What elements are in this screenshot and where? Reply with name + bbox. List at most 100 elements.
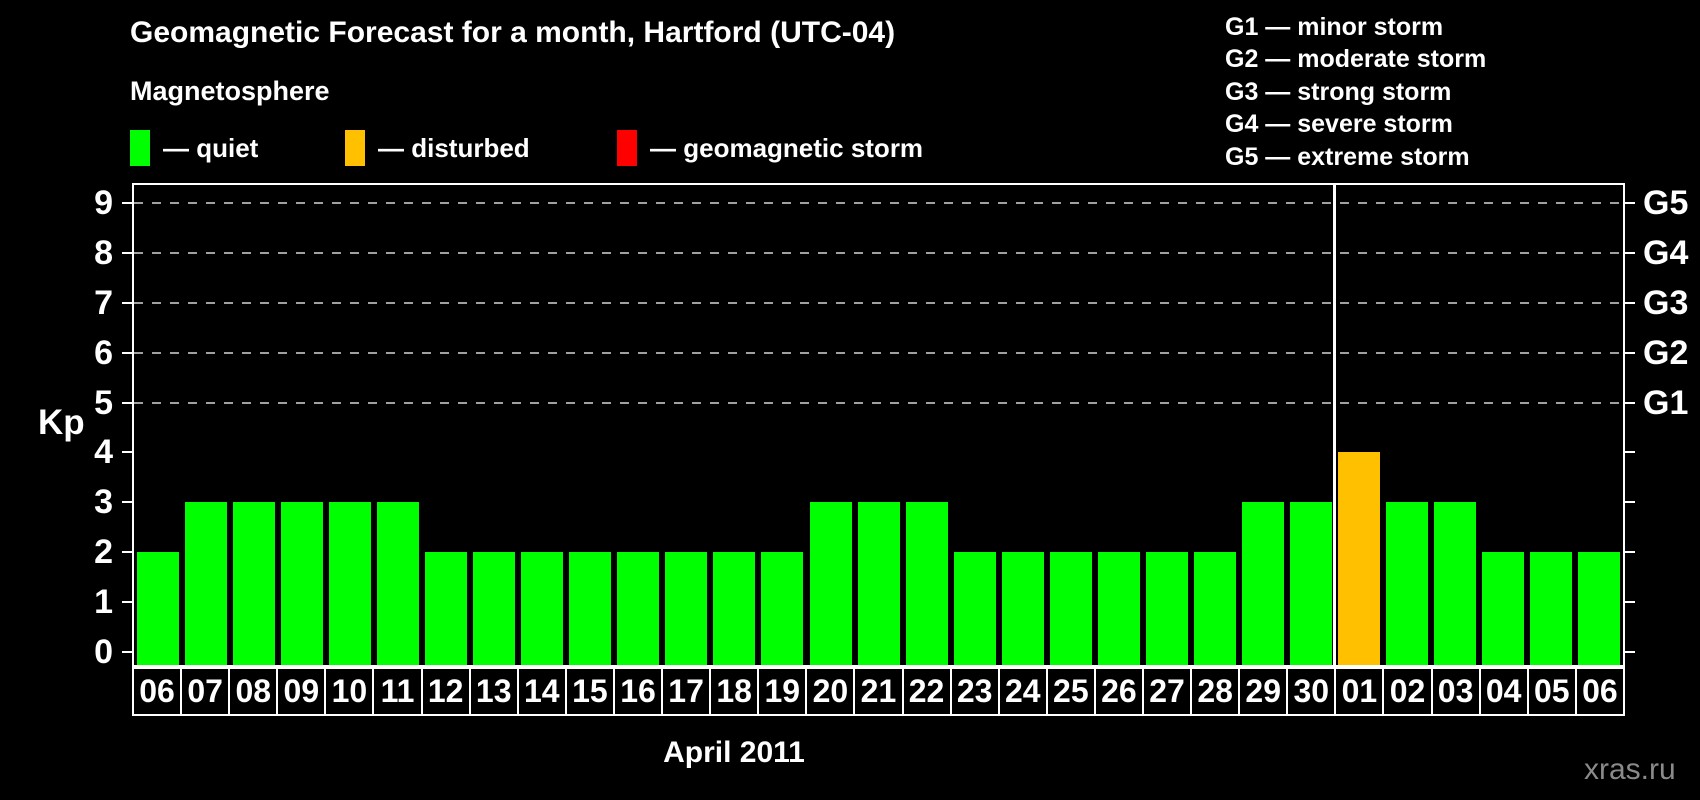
- day-label-26: 26: [1093, 667, 1144, 716]
- day-label-09: 09: [276, 667, 327, 716]
- bar-day-30: [1289, 502, 1332, 665]
- y-tick-left-9: [122, 201, 132, 204]
- day-label-16: 16: [612, 667, 664, 716]
- gridline-kp-7: [134, 301, 1623, 304]
- day-label-18: 18: [709, 667, 760, 716]
- right-axis-label-G5: G5: [1643, 183, 1689, 222]
- x-axis-month-label: April 2011: [663, 736, 805, 769]
- bar-day-11: [377, 502, 420, 665]
- g-legend-item: G5 — extreme storm: [1225, 142, 1470, 171]
- y-axis-title: Kp: [38, 403, 85, 442]
- y-tick-right-6: [1625, 351, 1635, 354]
- bar-day-17: [665, 552, 708, 665]
- bar-day-28: [1193, 552, 1236, 665]
- bar-day-04: [1481, 552, 1524, 665]
- bar-day-10: [329, 502, 372, 665]
- legend-label-disturbed: — disturbed: [378, 132, 530, 163]
- day-label-27: 27: [1141, 667, 1193, 716]
- bar-day-06: [1578, 552, 1620, 665]
- day-label-30: 30: [1286, 667, 1337, 716]
- g-scale-legend: G1 — minor storm G2 — moderate storm G3 — …: [1225, 11, 1486, 173]
- y-tick-left-7: [122, 301, 132, 304]
- day-label-06: 06: [1574, 667, 1625, 716]
- day-label-21: 21: [853, 667, 904, 716]
- legend-label-storm: — geomagnetic storm: [650, 132, 924, 163]
- legend-item-storm: — geomagnetic storm: [617, 126, 923, 170]
- g-legend-item: G3 — strong storm: [1225, 77, 1452, 106]
- bar-day-09: [281, 502, 324, 665]
- bar-day-15: [569, 552, 612, 665]
- bar-day-20: [809, 502, 852, 665]
- legend-item-quiet: — quiet: [130, 126, 258, 170]
- gridline-kp-6: [134, 351, 1623, 354]
- y-tick-right-5: [1625, 401, 1635, 404]
- y-tick-label-1: 1: [94, 583, 113, 622]
- day-label-12: 12: [420, 667, 471, 716]
- bar-day-25: [1049, 552, 1092, 665]
- day-label-06: 06: [132, 667, 183, 716]
- day-label-08: 08: [228, 667, 279, 716]
- right-axis-label-G4: G4: [1643, 233, 1689, 272]
- day-label-01: 01: [1334, 667, 1385, 716]
- day-label-24: 24: [997, 667, 1048, 716]
- bar-day-06: [137, 552, 179, 665]
- y-tick-label-9: 9: [94, 183, 113, 222]
- bar-day-02: [1385, 502, 1428, 665]
- day-label-15: 15: [564, 667, 615, 716]
- bar-day-12: [425, 552, 468, 665]
- bar-day-08: [233, 502, 276, 665]
- right-axis-label-G2: G2: [1643, 333, 1689, 372]
- day-label-19: 19: [757, 667, 808, 716]
- watermark: xras.ru: [1584, 753, 1676, 786]
- bar-day-27: [1145, 552, 1188, 665]
- y-tick-right-7: [1625, 301, 1635, 304]
- y-tick-label-4: 4: [94, 433, 113, 472]
- bar-day-23: [953, 552, 996, 665]
- y-tick-left-5: [122, 401, 132, 404]
- bar-day-21: [857, 502, 900, 665]
- y-tick-label-7: 7: [94, 283, 113, 322]
- day-label-23: 23: [949, 667, 1000, 716]
- y-tick-left-4: [122, 451, 132, 454]
- legend-label-quiet: — quiet: [163, 132, 259, 163]
- bar-day-14: [521, 552, 564, 665]
- day-label-04: 04: [1478, 667, 1529, 716]
- day-label-20: 20: [805, 667, 856, 716]
- day-label-11: 11: [372, 667, 423, 716]
- month-separator-line: [1333, 185, 1337, 665]
- y-tick-label-0: 0: [94, 633, 113, 671]
- day-label-17: 17: [661, 667, 712, 716]
- bar-day-18: [713, 552, 756, 665]
- gridline-kp-8: [134, 251, 1623, 254]
- storm-color-swatch: [617, 130, 637, 166]
- y-tick-label-6: 6: [94, 333, 113, 372]
- x-axis-day-labels: 06 07 08 09 10 11 12 13 14 15 16 17 18 19 20 21 22 23 24 25…: [132, 667, 1625, 716]
- day-label-13: 13: [468, 667, 519, 716]
- bar-day-07: [185, 502, 227, 665]
- bar-day-01: [1337, 452, 1380, 665]
- day-label-14: 14: [516, 667, 567, 716]
- bar-day-16: [617, 552, 660, 665]
- bar-day-26: [1097, 552, 1140, 665]
- y-tick-left-6: [122, 351, 132, 354]
- y-tick-label-2: 2: [94, 533, 113, 572]
- day-label-25: 25: [1045, 667, 1096, 716]
- day-label-03: 03: [1430, 667, 1481, 716]
- day-label-07: 07: [180, 667, 231, 716]
- right-axis-label-G1: G1: [1643, 383, 1689, 422]
- plot-area: [132, 183, 1625, 667]
- day-label-02: 02: [1382, 667, 1433, 716]
- gridline-kp-5: [134, 401, 1623, 404]
- gridline-kp-9: [134, 201, 1623, 204]
- bar-day-19: [761, 552, 804, 665]
- y-tick-right-4: [1625, 451, 1635, 454]
- quiet-color-swatch: [130, 130, 150, 166]
- bar-day-24: [1001, 552, 1044, 665]
- y-tick-right-2: [1625, 551, 1635, 554]
- y-tick-right-9: [1625, 201, 1635, 204]
- y-tick-right-1: [1625, 601, 1635, 604]
- y-tick-label-5: 5: [94, 383, 113, 422]
- bar-day-22: [905, 502, 948, 665]
- bar-day-13: [473, 552, 516, 665]
